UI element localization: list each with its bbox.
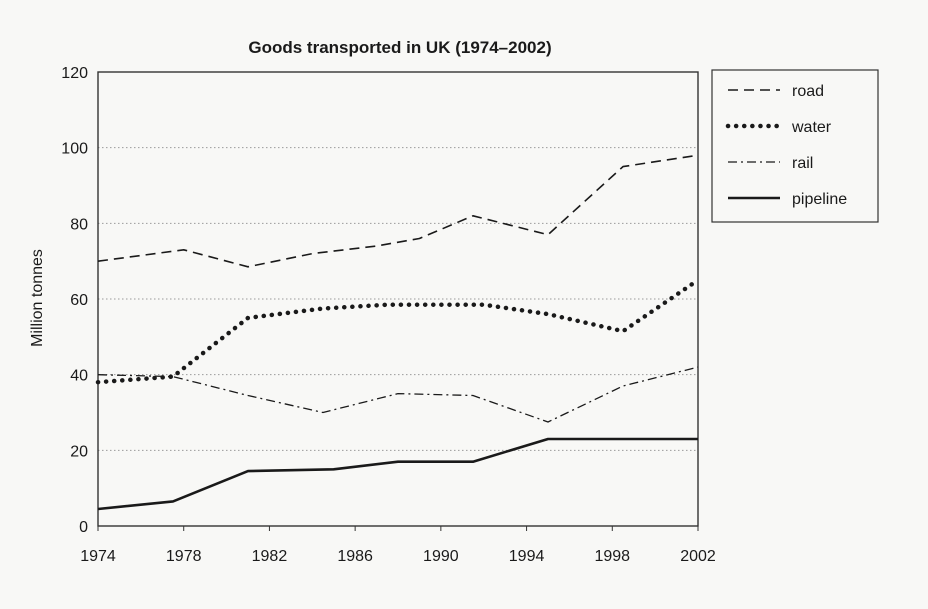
y-tick-label-120: 120 — [61, 65, 88, 82]
y-tick-label-80: 80 — [70, 216, 88, 233]
gridlines — [98, 147, 698, 451]
series-lines — [95, 154, 701, 511]
y-tick-label-100: 100 — [61, 141, 88, 158]
series-line-water — [95, 277, 701, 385]
legend-label-pipeline: pipeline — [792, 191, 847, 208]
x-tick-label-1994: 1994 — [509, 548, 545, 565]
legend-label-road: road — [792, 83, 824, 100]
x-tick-label-1982: 1982 — [252, 548, 288, 565]
x-tick-label-1974: 1974 — [80, 548, 116, 565]
axis-ticks: 0 20 40 60 80 100 120 1974 1978 1982 1986 1990 1994 1… — [61, 65, 716, 565]
legend-label-rail: rail — [792, 155, 813, 172]
legend-label-water: water — [791, 119, 832, 136]
y-tick-label-40: 40 — [70, 368, 88, 385]
plot-frame — [97, 71, 699, 527]
series-line-pipeline — [97, 437, 698, 511]
y-tick-label-60: 60 — [70, 292, 88, 309]
x-tick-label-2002: 2002 — [680, 548, 716, 565]
series-line-rail — [97, 366, 699, 423]
y-tick-label-0: 0 — [79, 519, 88, 536]
x-tick-label-1998: 1998 — [594, 548, 630, 565]
x-tick-label-1978: 1978 — [166, 548, 202, 565]
x-tick-label-1990: 1990 — [423, 548, 459, 565]
chart-title: Goods transported in UK (1974–2002) — [248, 38, 551, 57]
y-tick-label-20: 20 — [70, 443, 88, 460]
legend-box — [711, 69, 879, 223]
x-tick-label-1986: 1986 — [337, 548, 373, 565]
legend: road water rail pipeline — [711, 69, 879, 223]
series-line-road — [97, 154, 699, 268]
y-axis-label: Million tonnes — [29, 249, 46, 347]
